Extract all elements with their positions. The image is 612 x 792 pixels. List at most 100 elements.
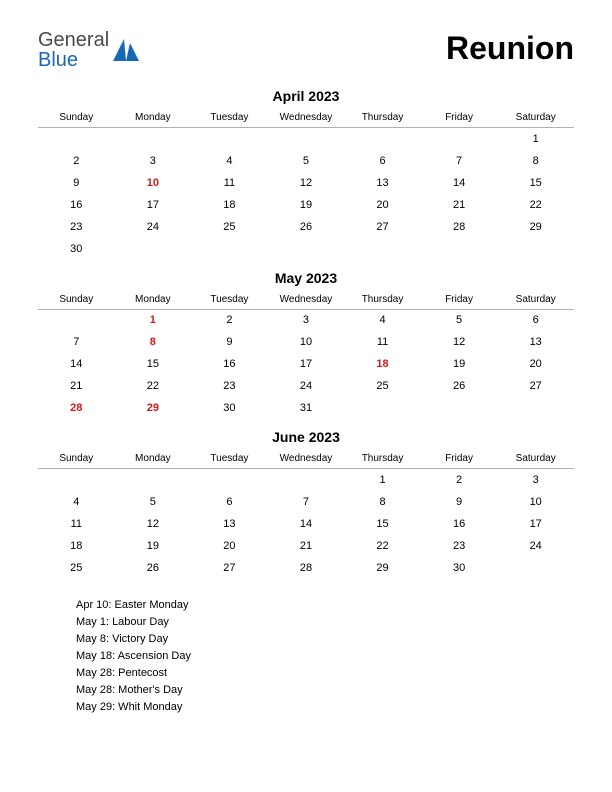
calendar-cell: 5	[421, 309, 498, 331]
calendar-cell	[191, 128, 268, 150]
calendar-cell	[497, 238, 574, 260]
calendar-cell: 15	[115, 353, 192, 375]
calendar-cell: 14	[268, 513, 345, 535]
day-header: Friday	[421, 449, 498, 469]
day-header: Thursday	[344, 449, 421, 469]
month-title: May 2023	[38, 270, 574, 286]
day-header: Friday	[421, 290, 498, 310]
calendar-cell: 18	[191, 194, 268, 216]
calendar-cell: 16	[421, 513, 498, 535]
calendar-cell: 24	[115, 216, 192, 238]
calendar-cell: 10	[115, 172, 192, 194]
calendar-cell	[344, 397, 421, 419]
calendar-cell: 6	[497, 309, 574, 331]
calendar-cell: 11	[344, 331, 421, 353]
brand-word-1: General	[38, 29, 109, 51]
calendar-cell: 5	[115, 491, 192, 513]
brand-logo: General Blue	[38, 30, 139, 70]
calendar-cell	[421, 397, 498, 419]
calendar-cell: 26	[421, 375, 498, 397]
calendar-cell: 2	[421, 469, 498, 491]
calendar-row: 1	[38, 128, 574, 150]
calendar-cell: 3	[497, 469, 574, 491]
calendar-cell: 16	[38, 194, 115, 216]
day-header: Saturday	[497, 108, 574, 128]
calendar-cell: 29	[344, 557, 421, 579]
calendar-cell: 5	[268, 150, 345, 172]
calendar-cell: 28	[421, 216, 498, 238]
calendar-cell: 11	[38, 513, 115, 535]
calendar-cell: 4	[191, 150, 268, 172]
header: General Blue Reunion	[38, 30, 574, 70]
calendar-cell: 13	[497, 331, 574, 353]
day-header: Saturday	[497, 449, 574, 469]
calendar-row: 11121314151617	[38, 513, 574, 535]
calendar-cell: 3	[115, 150, 192, 172]
page-title: Reunion	[446, 30, 574, 67]
day-header: Monday	[115, 290, 192, 310]
calendar-cell	[344, 128, 421, 150]
calendar-cell: 9	[38, 172, 115, 194]
calendar-cell: 20	[344, 194, 421, 216]
calendar-cell: 1	[344, 469, 421, 491]
months-container: April 2023SundayMondayTuesdayWednesdayTh…	[38, 88, 574, 579]
day-header: Monday	[115, 108, 192, 128]
calendar-cell: 23	[191, 375, 268, 397]
day-header: Wednesday	[268, 290, 345, 310]
calendar-cell: 7	[268, 491, 345, 513]
calendar-cell: 30	[191, 397, 268, 419]
calendar-cell: 9	[191, 331, 268, 353]
calendar-cell: 27	[191, 557, 268, 579]
day-header: Sunday	[38, 290, 115, 310]
calendar-cell: 26	[115, 557, 192, 579]
brand-text: General Blue	[38, 30, 109, 70]
calendar-cell: 31	[268, 397, 345, 419]
brand-triangle-icon	[113, 39, 139, 61]
calendar-cell: 22	[497, 194, 574, 216]
calendar-cell	[38, 309, 115, 331]
calendar-cell: 20	[497, 353, 574, 375]
calendar-cell: 18	[38, 535, 115, 557]
month-title: April 2023	[38, 88, 574, 104]
calendar-cell: 2	[191, 309, 268, 331]
calendar-cell: 4	[38, 491, 115, 513]
day-header: Tuesday	[191, 108, 268, 128]
calendar-cell: 13	[191, 513, 268, 535]
calendar-cell	[421, 128, 498, 150]
calendar-cell: 10	[497, 491, 574, 513]
calendar-cell: 12	[115, 513, 192, 535]
calendar-cell: 13	[344, 172, 421, 194]
calendar-row: 78910111213	[38, 331, 574, 353]
calendar-cell: 27	[344, 216, 421, 238]
calendar-cell: 14	[38, 353, 115, 375]
holiday-entry: May 28: Mother's Day	[76, 682, 574, 699]
calendar-cell	[268, 238, 345, 260]
calendar-cell: 7	[38, 331, 115, 353]
calendar-cell: 30	[421, 557, 498, 579]
calendar-cell	[191, 469, 268, 491]
calendar-row: 14151617181920	[38, 353, 574, 375]
calendar-cell: 23	[421, 535, 498, 557]
calendar-row: 21222324252627	[38, 375, 574, 397]
calendar-cell	[115, 128, 192, 150]
day-header: Thursday	[344, 108, 421, 128]
day-header: Saturday	[497, 290, 574, 310]
calendar-cell: 24	[497, 535, 574, 557]
calendar-cell: 25	[191, 216, 268, 238]
day-header: Sunday	[38, 108, 115, 128]
brand-word-2: Blue	[38, 49, 78, 71]
calendar-cell: 17	[268, 353, 345, 375]
calendar-cell: 12	[421, 331, 498, 353]
calendar-cell: 27	[497, 375, 574, 397]
calendar-cell: 8	[497, 150, 574, 172]
day-header: Tuesday	[191, 290, 268, 310]
calendar-cell: 19	[421, 353, 498, 375]
month-block: April 2023SundayMondayTuesdayWednesdayTh…	[38, 88, 574, 260]
day-header: Sunday	[38, 449, 115, 469]
calendar-cell	[421, 238, 498, 260]
calendar-cell: 22	[344, 535, 421, 557]
calendar-row: 30	[38, 238, 574, 260]
calendar-cell	[497, 557, 574, 579]
calendar-row: 2345678	[38, 150, 574, 172]
calendar-cell	[497, 397, 574, 419]
